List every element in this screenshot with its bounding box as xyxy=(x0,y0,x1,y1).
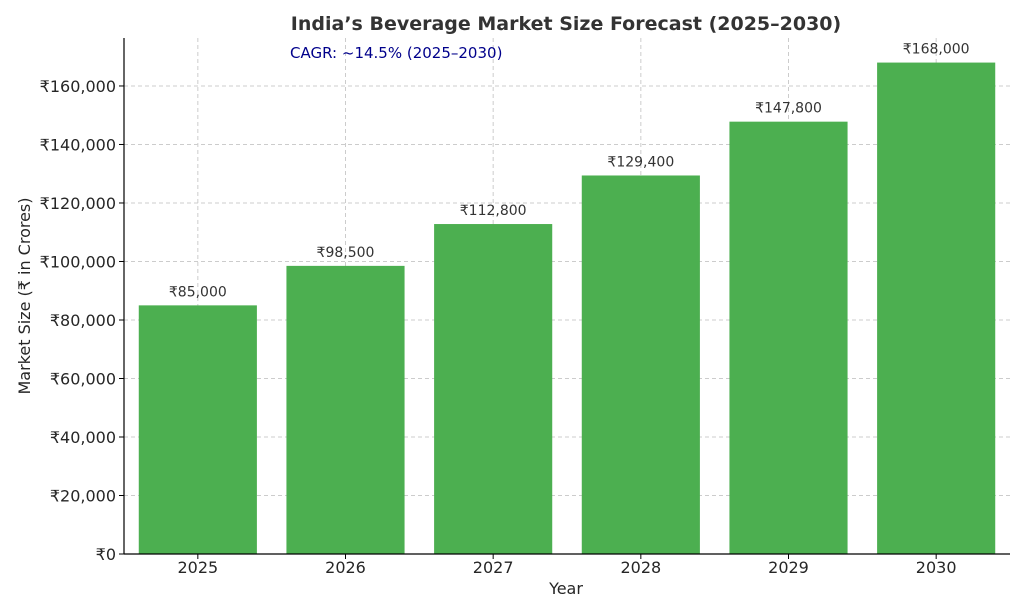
x-tick-label: 2029 xyxy=(768,558,809,577)
cagr-annotation: CAGR: ~14.5% (2025–2030) xyxy=(290,44,502,62)
x-axis-label: Year xyxy=(548,579,583,598)
y-tick-label: ₹80,000 xyxy=(50,311,116,330)
bars xyxy=(138,62,996,555)
x-tick-label: 2027 xyxy=(473,558,514,577)
x-axis-ticks: 2025 2026 2027 2028 2029 2030 xyxy=(177,554,957,577)
data-labels: ₹85,000 ₹98,500 ₹112,800 ₹129,400 ₹147,800 ₹1… xyxy=(169,42,970,301)
bar xyxy=(138,305,257,554)
y-tick-label: ₹100,000 xyxy=(40,252,116,271)
bar-value-label: ₹112,800 xyxy=(460,203,527,219)
bar xyxy=(877,62,996,554)
y-tick-label: ₹160,000 xyxy=(40,77,116,96)
chart-title: India’s Beverage Market Size Forecast (2… xyxy=(291,13,841,35)
y-tick-label: ₹40,000 xyxy=(50,428,116,447)
bar xyxy=(729,121,848,555)
y-tick-label: ₹20,000 xyxy=(50,486,116,505)
y-axis-label: Market Size (₹ in Crores) xyxy=(15,197,34,394)
y-tick-label: ₹0 xyxy=(96,545,116,564)
y-axis-ticks: ₹0 ₹20,000 ₹40,000 ₹60,000 ₹80,000 ₹100,000 ₹1… xyxy=(40,77,124,564)
x-tick-label: 2030 xyxy=(916,558,957,577)
bar xyxy=(434,224,553,554)
y-tick-label: ₹120,000 xyxy=(40,194,116,213)
y-tick-label: ₹140,000 xyxy=(40,135,116,154)
bar-value-label: ₹147,800 xyxy=(755,101,822,117)
bar-value-label: ₹168,000 xyxy=(903,42,970,58)
bar-value-label: ₹129,400 xyxy=(607,154,674,170)
x-tick-label: 2025 xyxy=(177,558,218,577)
bar xyxy=(581,175,700,555)
y-tick-label: ₹60,000 xyxy=(50,369,116,388)
x-tick-label: 2026 xyxy=(325,558,366,577)
bar xyxy=(286,265,405,554)
bar-value-label: ₹85,000 xyxy=(169,284,227,300)
x-tick-label: 2028 xyxy=(620,558,661,577)
bar-value-label: ₹98,500 xyxy=(317,245,375,261)
